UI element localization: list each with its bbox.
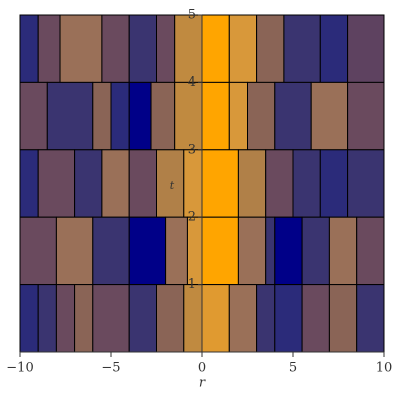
contour-region	[237, 216, 267, 286]
contour-region	[310, 81, 349, 151]
contour-region	[274, 284, 303, 353]
contour-region	[128, 14, 157, 83]
contour-region	[356, 216, 385, 286]
y-tick-label: 2	[188, 210, 196, 225]
contour-region	[19, 149, 39, 218]
plot-area	[19, 14, 385, 353]
contour-region	[201, 216, 239, 286]
contour-region	[150, 81, 176, 151]
contour-region	[256, 284, 276, 353]
contour-region	[237, 149, 267, 218]
contour-region	[347, 81, 385, 151]
contour-region	[274, 216, 303, 286]
contour-region	[274, 81, 312, 151]
x-tick-label: −10	[6, 361, 33, 376]
contour-region	[19, 216, 57, 286]
contour-region	[228, 14, 258, 83]
contour-region	[265, 149, 294, 218]
x-tick-label: 0	[198, 361, 206, 376]
contour-region	[265, 216, 276, 286]
y-tick-label: 4	[188, 75, 196, 90]
contour-region	[301, 284, 330, 353]
contour-region	[201, 81, 230, 151]
x-tick-label: 5	[289, 361, 297, 376]
y-axis-label: t	[170, 179, 175, 192]
contour-region	[128, 149, 157, 218]
contour-region	[283, 14, 321, 83]
y-tick-label: 5	[188, 8, 196, 23]
contour-region	[59, 14, 103, 83]
contour-region	[55, 284, 76, 353]
contour-region	[319, 14, 349, 83]
contour-region	[156, 149, 185, 218]
contour-region	[183, 149, 203, 218]
contour-region	[247, 81, 276, 151]
contour-region	[19, 14, 39, 83]
contour-region	[156, 284, 185, 353]
contour-region	[55, 216, 94, 286]
contour-region	[292, 149, 321, 218]
contour-region	[174, 81, 203, 151]
contour-region	[228, 81, 249, 151]
contour-region	[37, 14, 61, 83]
contour-region	[174, 14, 203, 83]
contour-region	[183, 284, 203, 353]
x-axis-label: r	[199, 376, 206, 391]
contour-region	[328, 284, 358, 353]
contour-region	[228, 284, 258, 353]
contour-region	[37, 149, 76, 218]
contour-region	[92, 216, 130, 286]
y-tick-label: 3	[188, 142, 196, 157]
contour-region	[347, 14, 385, 83]
contour-region	[128, 284, 157, 353]
contour-region	[201, 14, 230, 83]
contour-region	[128, 216, 167, 286]
contour-region	[101, 149, 130, 218]
contour-region	[101, 14, 130, 83]
contour-region	[128, 81, 152, 151]
contour-region	[186, 216, 203, 286]
contour-region	[328, 216, 358, 286]
contour-region	[347, 149, 385, 218]
y-tick-label: 1	[188, 277, 196, 292]
contour-region	[356, 284, 385, 353]
contour-region	[165, 216, 188, 286]
contour-region	[92, 81, 112, 151]
contour-region	[301, 216, 330, 286]
contour-region	[110, 81, 130, 151]
x-tick-label: −5	[101, 361, 120, 376]
contour-region	[19, 81, 48, 151]
contour-region	[256, 14, 285, 83]
x-tick-label: 10	[376, 361, 393, 376]
contour-region	[156, 14, 176, 83]
contour-region	[37, 284, 57, 353]
contour-region	[201, 149, 239, 218]
contour-region	[319, 149, 349, 218]
contour-region	[201, 284, 230, 353]
contour-region	[74, 284, 94, 353]
contour-region	[92, 284, 130, 353]
contour-region	[74, 149, 103, 218]
contour-region	[19, 284, 39, 353]
contour-region	[46, 81, 94, 151]
